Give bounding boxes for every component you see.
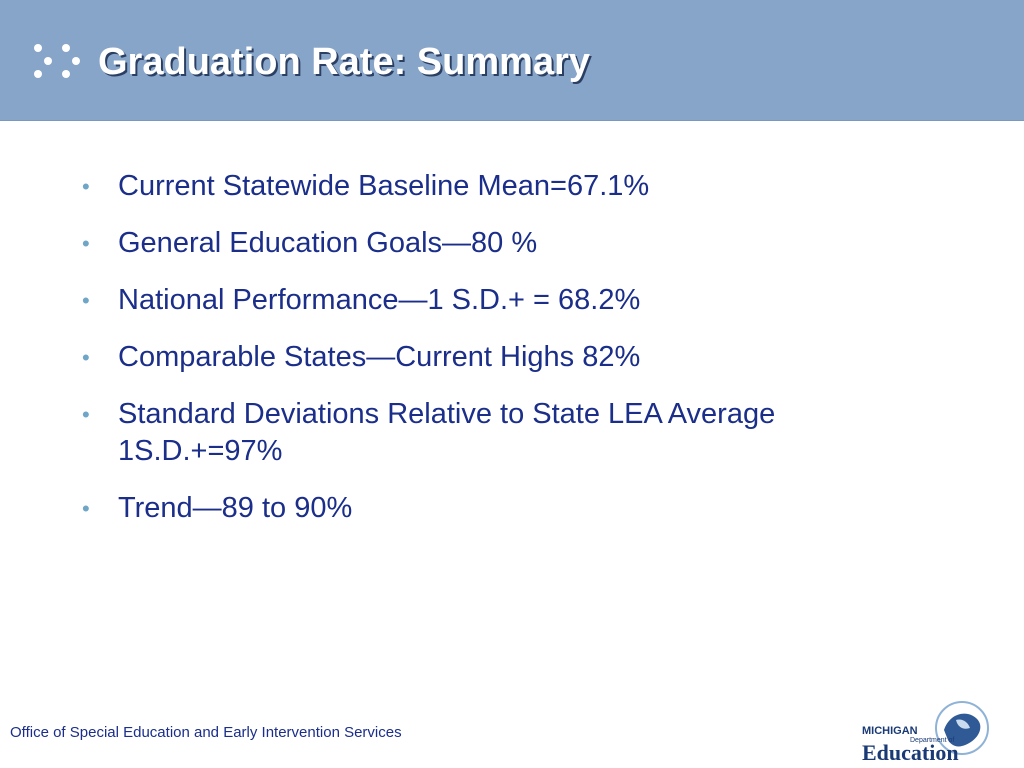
page-title: Graduation Rate: Summary — [98, 41, 590, 83]
bullet-icon: • — [82, 288, 90, 313]
bullet-icon: • — [82, 402, 90, 427]
bullet-text: Comparable States—Current Highs 82% — [118, 341, 641, 373]
logo-education-text: Education — [862, 740, 959, 764]
bullet-list: • Current Statewide Baseline Mean=67.1% … — [78, 168, 938, 547]
bullet-text: Standard Deviations Relative to State LE… — [118, 398, 776, 467]
list-item: • Comparable States—Current Highs 82% — [78, 339, 938, 376]
list-item: • Current Statewide Baseline Mean=67.1% — [78, 168, 938, 205]
bullet-text: General Education Goals—80 % — [118, 227, 538, 259]
bullet-text: Current Statewide Baseline Mean=67.1% — [118, 170, 650, 202]
bullet-icon: • — [82, 174, 90, 199]
bullet-text: Trend—89 to 90% — [118, 492, 353, 524]
logo-michigan-text: MICHIGAN — [862, 725, 918, 737]
logo-department-text: Department of — [910, 737, 954, 744]
list-item: • Trend—89 to 90% — [78, 490, 938, 527]
list-item: • General Education Goals—80 % — [78, 225, 938, 262]
bullet-icon: • — [82, 231, 90, 256]
bullet-icon: • — [82, 496, 90, 521]
list-item: • Standard Deviations Relative to State … — [78, 396, 938, 470]
bullet-icon: • — [82, 345, 90, 370]
header-bar: Graduation Rate: Summary — [0, 0, 1024, 121]
michigan-map-icon — [935, 701, 989, 755]
list-item: • National Performance—1 S.D.+ = 68.2% — [78, 282, 938, 319]
footer-office-text: Office of Special Education and Early In… — [10, 724, 402, 741]
bullet-text: National Performance—1 S.D.+ = 68.2% — [118, 284, 641, 316]
michigan-education-logo: MICHIGAN Department of Education — [862, 701, 989, 764]
dots-icon — [32, 44, 88, 80]
